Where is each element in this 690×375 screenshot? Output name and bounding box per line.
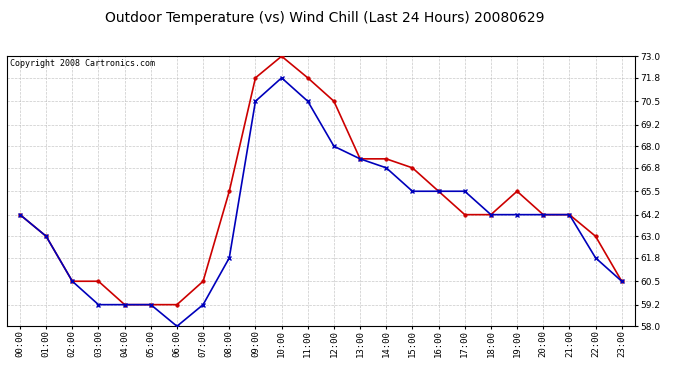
Text: Outdoor Temperature (vs) Wind Chill (Last 24 Hours) 20080629: Outdoor Temperature (vs) Wind Chill (Las… — [105, 11, 544, 25]
Text: Copyright 2008 Cartronics.com: Copyright 2008 Cartronics.com — [10, 59, 155, 68]
